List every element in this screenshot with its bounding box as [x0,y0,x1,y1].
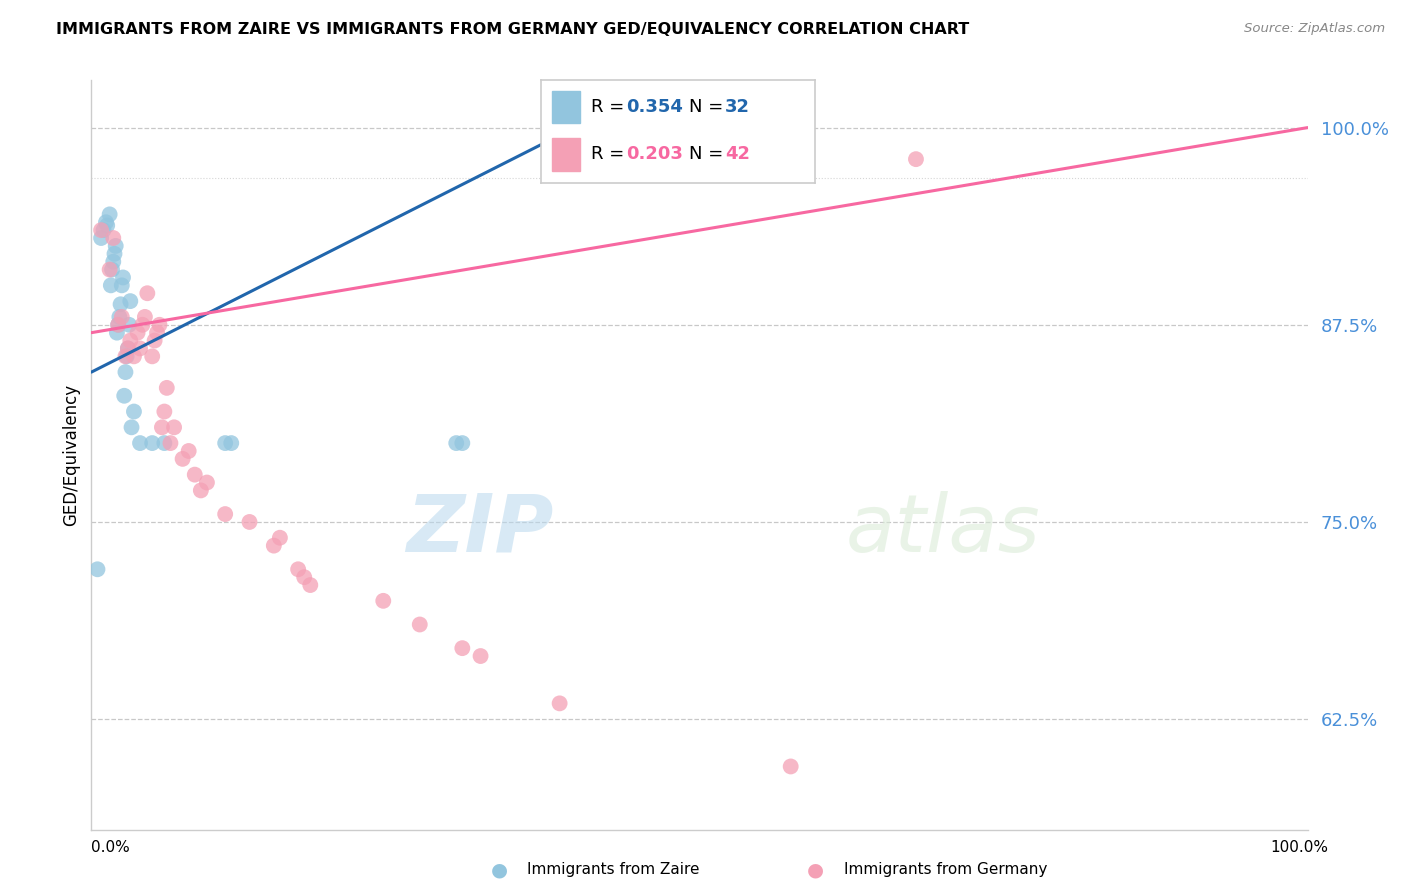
Point [129,436,152,450]
Text: Source: ZipAtlas.com: Source: ZipAtlas.com [1244,22,1385,36]
Text: N =: N = [689,145,730,163]
Point [90,231,112,245]
Point [146,326,169,340]
Point [93,223,115,237]
Point [108,310,131,324]
Point [141,349,163,363]
Point [159,436,181,450]
Point [172,451,194,466]
Text: R =: R = [591,145,630,163]
Point [287,562,309,576]
Y-axis label: GED/Equivalency: GED/Equivalency [62,384,80,526]
Point [104,239,127,253]
Point [548,697,571,711]
Point [101,262,124,277]
Point [103,254,125,268]
Point [451,641,474,656]
Text: N =: N = [689,98,730,116]
Point [269,531,291,545]
Point [98,207,121,221]
Text: 100.0%: 100.0% [1271,839,1329,855]
Point [141,436,163,450]
Text: 0.203: 0.203 [626,145,683,163]
Point [153,404,176,418]
Point [111,270,134,285]
Point [127,326,149,340]
Text: 32: 32 [725,98,749,116]
Point [153,436,176,450]
Point [103,231,125,245]
Text: Immigrants from Zaire: Immigrants from Zaire [527,863,700,877]
Point [263,539,285,553]
Point [90,223,112,237]
Point [184,467,207,482]
Point [143,334,166,348]
Bar [553,137,579,170]
Point [110,297,132,311]
Point [904,152,927,166]
Point [96,219,118,233]
Bar [553,91,579,123]
Point [238,515,260,529]
Point [129,342,152,356]
Point [121,420,143,434]
Text: 42: 42 [725,145,749,163]
Point [444,436,467,450]
Point [117,342,139,356]
Point [195,475,218,490]
Point [373,594,395,608]
Point [214,436,236,450]
Text: ●: ● [491,860,508,880]
Point [98,262,121,277]
Point [779,759,801,773]
Point [122,349,145,363]
Point [136,286,159,301]
Point [177,444,200,458]
Point [105,326,128,340]
Text: 0.354: 0.354 [626,98,683,116]
Point [409,617,432,632]
Point [86,562,108,576]
Point [100,278,122,293]
Point [134,310,156,324]
Point [150,420,173,434]
Text: atlas: atlas [845,491,1040,569]
Text: Immigrants from Germany: Immigrants from Germany [844,863,1047,877]
Point [112,389,135,403]
Point [299,578,322,592]
Point [114,365,136,379]
Point [120,334,142,348]
Point [107,318,129,332]
Text: ZIP: ZIP [406,491,554,569]
Text: 0.0%: 0.0% [91,839,131,855]
Point [122,404,145,418]
Point [163,420,186,434]
Point [111,310,134,324]
Text: IMMIGRANTS FROM ZAIRE VS IMMIGRANTS FROM GERMANY GED/EQUIVALENCY CORRELATION CHA: IMMIGRANTS FROM ZAIRE VS IMMIGRANTS FROM… [56,22,970,37]
Point [470,648,492,663]
Point [94,215,117,229]
Text: ●: ● [807,860,824,880]
Point [115,349,138,363]
Point [120,294,142,309]
Point [214,507,236,521]
Point [118,318,141,332]
Point [103,247,125,261]
Point [292,570,315,584]
Point [131,318,153,332]
Point [451,436,474,450]
Point [107,318,129,332]
Point [117,342,139,356]
Text: R =: R = [591,98,630,116]
Point [190,483,212,498]
Point [148,318,170,332]
Point [111,278,134,293]
Point [156,381,179,395]
Point [219,436,242,450]
Point [114,349,136,363]
